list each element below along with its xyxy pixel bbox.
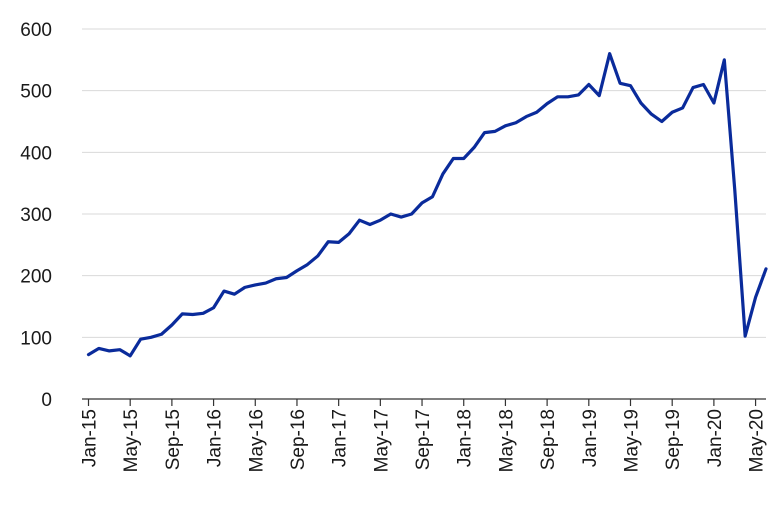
series-layer: [86, 52, 768, 358]
series-line-0: [86, 52, 768, 358]
x-axis-tick-labels: Jan-15 May-15 Sep-15 Jan-16 May-16 Sep-16 Jan-…: [80, 409, 768, 472]
x-tick-label: May-19: [622, 409, 643, 472]
x-tick-label: May-16: [246, 409, 267, 472]
x-tick-label: Sep-18: [538, 409, 559, 470]
y-tick-label: 0: [41, 390, 52, 411]
y-tick-label: 400: [20, 143, 52, 164]
y-axis-tick-labels: 0 100 200 300 400 500 600: [20, 20, 52, 411]
x-tick-label: May-17: [371, 409, 392, 472]
y-tick-label: 600: [20, 20, 52, 41]
x-tick-label: Jan-19: [580, 409, 601, 467]
x-tick-label: Jan-15: [80, 409, 101, 467]
x-tick-label: Jan-18: [455, 409, 476, 467]
y-tick-label: 500: [20, 82, 52, 103]
gridlines: [82, 28, 766, 338]
x-tick-label: Sep-19: [663, 409, 684, 470]
x-tick-label: May-20: [747, 409, 768, 472]
x-tick-label: Jan-17: [330, 409, 351, 467]
x-tick-label: Sep-17: [413, 409, 434, 470]
y-tick-label: 100: [20, 328, 52, 349]
x-tick-label: May-15: [121, 409, 142, 472]
x-tick-label: Jan-16: [205, 409, 226, 467]
y-tick-label: 200: [20, 267, 52, 288]
x-tick-label: Sep-15: [163, 409, 184, 470]
x-tick-label: Jan-20: [705, 409, 726, 467]
y-tick-label: 300: [20, 205, 52, 226]
x-tick-label: Sep-16: [288, 409, 309, 470]
x-axis-ticks: [87, 399, 757, 406]
x-tick-label: May-18: [496, 409, 517, 472]
